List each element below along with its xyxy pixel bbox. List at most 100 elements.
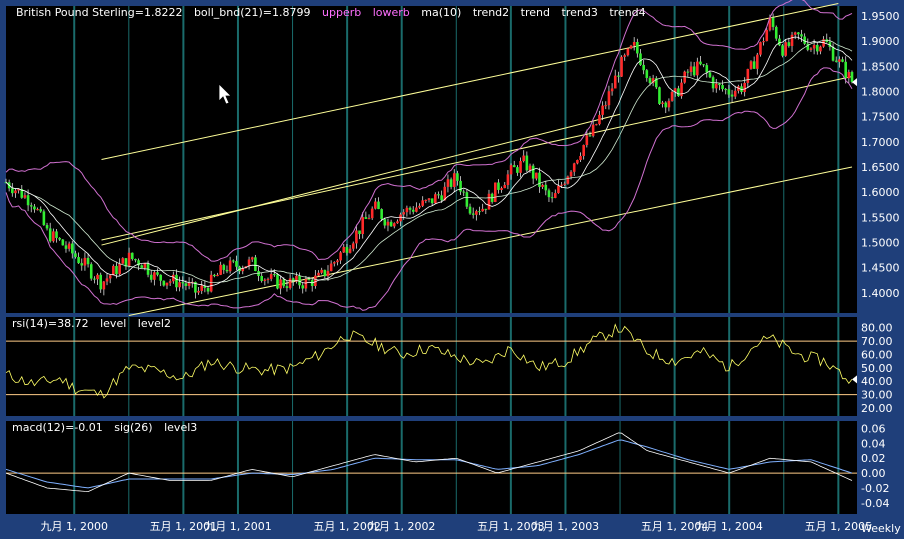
candle-body <box>437 194 440 196</box>
candle-body <box>623 55 627 57</box>
candle-body <box>708 72 712 78</box>
rsi-level-label: level <box>100 317 126 330</box>
candle-body <box>314 275 317 286</box>
candle-body <box>475 211 478 215</box>
candle-body <box>689 66 693 73</box>
x-tick-label: 九月 1, 2003 <box>532 520 599 533</box>
candle-body <box>396 221 399 224</box>
boll-mid-line <box>5 40 853 284</box>
candle-body <box>48 228 52 242</box>
legend-macd: macd(12)=-0.01 sig(26) level3 <box>12 421 197 434</box>
candle-body <box>613 75 617 89</box>
candle-body <box>812 44 816 49</box>
candle-body <box>55 231 58 238</box>
boll-label: boll_bnd(21)=1.8799 <box>194 6 311 19</box>
candle-body <box>89 264 93 279</box>
price-label: British Pound Sterling=1.8222 <box>16 6 182 19</box>
candle-body <box>241 268 245 272</box>
candle-body <box>737 86 740 91</box>
candle-body <box>468 206 472 214</box>
candle-body <box>588 135 592 137</box>
candle-body <box>329 263 333 272</box>
candle-body <box>648 77 652 84</box>
candle-body <box>550 197 554 199</box>
rsi-tick-label: 50.00 <box>861 362 893 375</box>
candle-body <box>740 86 743 92</box>
candle-body <box>149 274 153 280</box>
candle-body <box>661 102 664 104</box>
upper-band-line <box>5 0 853 262</box>
candle-body <box>838 59 841 62</box>
candle-body <box>566 176 570 184</box>
candle-body <box>642 64 645 71</box>
candle-body <box>83 257 87 266</box>
candle-body <box>762 41 765 43</box>
candle-body <box>399 214 402 222</box>
macd-panel[interactable] <box>6 421 857 514</box>
candle-body <box>374 201 377 209</box>
candle-body <box>727 89 731 95</box>
trend-line-channel <box>101 113 621 246</box>
candle-body <box>781 45 784 56</box>
candle-body <box>153 272 156 280</box>
candle-body <box>402 212 406 215</box>
x-tick-label: 五月 1, 2004 <box>641 520 708 533</box>
candle-body <box>806 43 810 50</box>
candle-body <box>269 274 273 279</box>
candle-body <box>86 257 90 265</box>
candle-body <box>127 252 131 267</box>
candle-body <box>847 71 851 79</box>
rsi-layer <box>5 323 857 399</box>
candle-body <box>194 281 197 293</box>
candle-body <box>222 264 226 270</box>
candle-body <box>512 165 516 168</box>
candle-body <box>112 265 115 276</box>
candle-body <box>598 114 601 125</box>
candle-body <box>535 172 538 179</box>
candle-body <box>383 219 387 226</box>
candle-body <box>17 189 20 191</box>
candle-body <box>636 41 639 54</box>
candle-body <box>99 274 103 290</box>
candle-body <box>137 260 140 266</box>
candle-body <box>102 281 106 290</box>
candle-body <box>670 91 674 101</box>
candle-body <box>216 274 219 277</box>
sig-line <box>5 439 853 489</box>
candle-body <box>45 225 49 229</box>
candle-body <box>418 205 421 208</box>
candle-body <box>358 230 361 235</box>
candle-body <box>755 54 759 69</box>
candle-body <box>658 87 661 104</box>
candle-body <box>228 260 232 272</box>
candle-body <box>493 182 497 202</box>
candle-body <box>339 252 342 261</box>
candle-body <box>572 163 576 172</box>
candle-body <box>667 100 671 108</box>
candle-body <box>380 209 383 220</box>
candle-body <box>370 208 374 219</box>
candle-body <box>430 198 434 204</box>
level3-label: level3 <box>164 421 197 434</box>
price-tick-label: 1.9000 <box>861 35 900 48</box>
rsi-line <box>5 323 853 399</box>
candle-body <box>443 186 447 201</box>
candle-body <box>692 66 696 76</box>
candle-body <box>323 269 327 277</box>
candle-body <box>291 278 295 282</box>
candle-body <box>203 285 207 288</box>
candle-body <box>408 207 412 210</box>
candle-body <box>809 48 813 50</box>
trend-line-upper <box>101 2 839 160</box>
price-tick-label: 1.7000 <box>861 136 900 149</box>
legend-price: British Pound Sterling=1.8222 boll_bnd(2… <box>16 6 646 19</box>
candle-body <box>115 265 118 275</box>
candle-body <box>793 32 797 35</box>
candle-body <box>345 246 349 253</box>
candle-body <box>831 46 835 61</box>
rsi-tick-label: 60.00 <box>861 348 893 361</box>
lower-band-line <box>5 67 853 311</box>
candle-body <box>771 17 775 27</box>
candle-body <box>36 209 39 211</box>
